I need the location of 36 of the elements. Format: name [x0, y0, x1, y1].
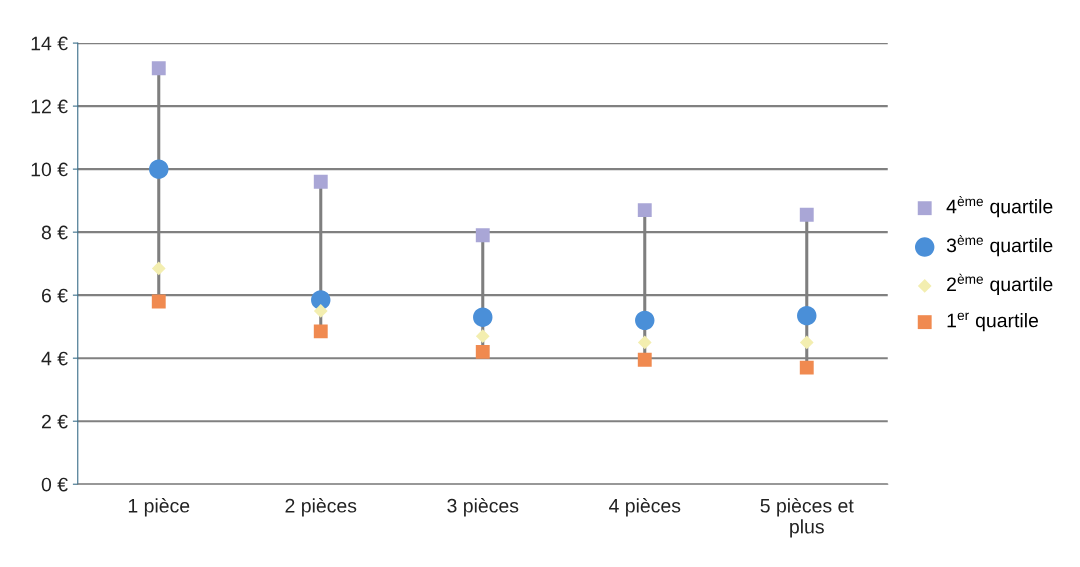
point — [473, 307, 493, 327]
y-tick-label: 12 € — [31, 99, 68, 114]
point — [475, 228, 490, 243]
y-tick-label: 2 € — [41, 414, 68, 429]
y-tick-label: 4 € — [41, 351, 68, 366]
x-tick-label: 3 pièces — [447, 498, 519, 517]
point — [151, 61, 166, 76]
point — [475, 344, 490, 359]
point — [475, 329, 490, 343]
legend-label: 3$^{ème}$ quartile — [946, 234, 1053, 257]
point — [149, 159, 169, 179]
point — [637, 335, 652, 350]
point — [151, 294, 166, 309]
x-tick-label: 2 pièces — [285, 498, 357, 517]
x-tick-label: 5 pièces et plus — [760, 498, 854, 538]
point — [799, 360, 814, 375]
y-tick-label: 8 € — [41, 225, 68, 240]
point — [637, 203, 652, 218]
legend-label: 1$^{er}$ quartile — [947, 312, 1039, 332]
x-tick-label: 4 pièces — [609, 498, 681, 517]
y-tick-label: 10 € — [31, 162, 68, 177]
point — [799, 335, 814, 350]
point — [797, 305, 817, 326]
point — [637, 352, 652, 367]
x-tick-label: 1 pièce — [128, 498, 190, 517]
legend-label: 4$^{ème}$ quartile — [946, 195, 1053, 218]
y-tick-label: 6 € — [42, 288, 68, 303]
legend-label: 2$^{ème}$ quartile — [947, 273, 1053, 296]
y-tick-label: 14 € — [31, 36, 68, 51]
point — [313, 304, 328, 318]
point — [799, 207, 814, 222]
point — [313, 174, 328, 189]
point — [151, 261, 166, 276]
point — [635, 310, 655, 331]
point — [313, 324, 328, 339]
y-tick-label: 0 € — [41, 477, 68, 492]
